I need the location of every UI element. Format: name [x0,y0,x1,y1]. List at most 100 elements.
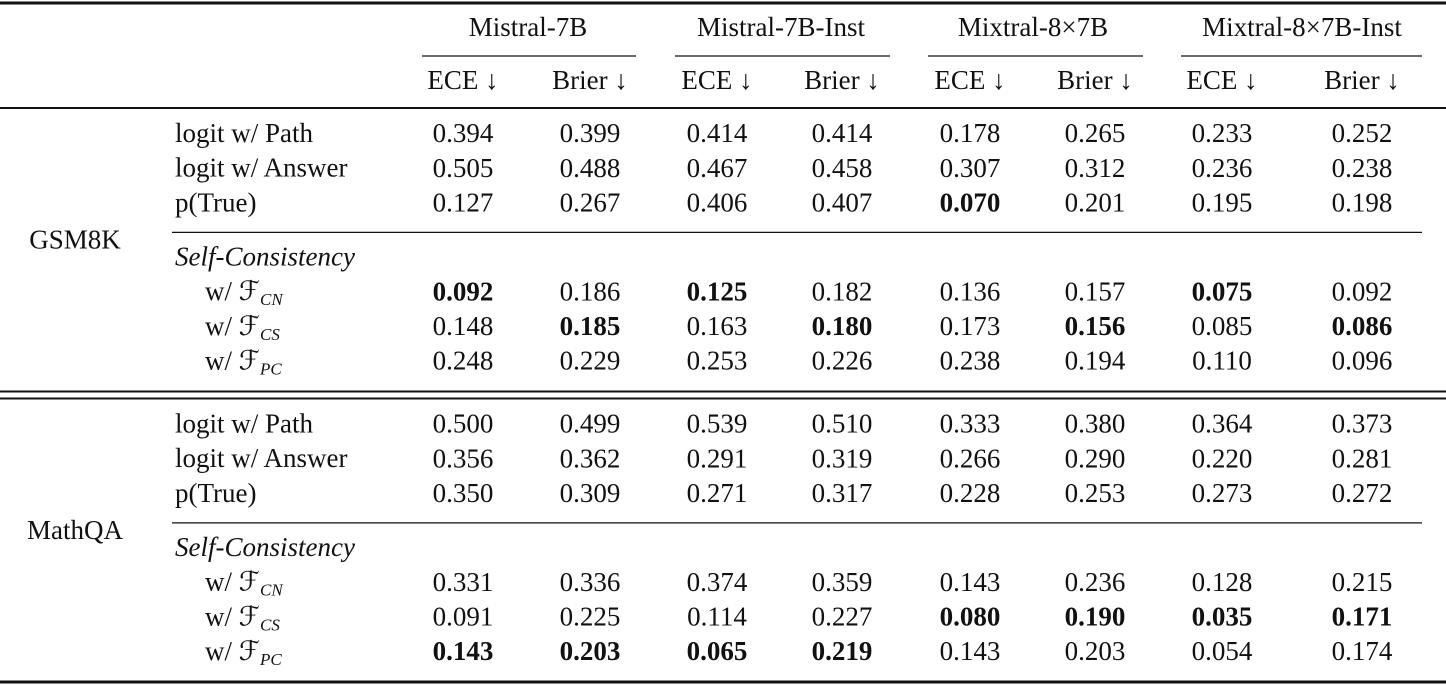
cell-value: 0.228 [940,478,1001,508]
row-label-text: w/ ℱ [205,636,260,666]
cell-value: 0.143 [940,567,1001,597]
cell-value: 0.091 [433,602,494,632]
row-label-subscript: CS [260,615,280,634]
cell-value: 0.265 [1065,118,1126,148]
cell-value: 0.171 [1332,602,1393,632]
row-label: w/ ℱCS [205,602,280,635]
cell-value: 0.127 [433,188,494,218]
cell-value: 0.185 [560,311,621,341]
row-label: w/ ℱCN [205,276,284,309]
cell-value: 0.539 [687,409,748,439]
cell-value: 0.085 [1192,311,1253,341]
cell-value: 0.364 [1192,409,1253,439]
cell-value: 0.248 [433,346,494,376]
metric-header: Brier ↓ [804,65,880,95]
cell-value: 0.148 [433,311,494,341]
cell-value: 0.499 [560,409,621,439]
cell-value: 0.407 [812,188,873,218]
cell-value: 0.467 [687,153,748,183]
cell-value: 0.080 [940,602,1001,632]
cell-value: 0.238 [940,346,1001,376]
cell-value: 0.070 [940,188,1001,218]
group-name: GSM8K [29,225,121,255]
cell-value: 0.174 [1332,636,1393,666]
cell-value: 0.307 [940,153,1001,183]
cell-value: 0.143 [433,636,494,666]
cell-value: 0.500 [433,409,494,439]
cell-value: 0.291 [687,443,748,473]
row-label: w/ ℱPC [205,636,282,669]
cell-value: 0.114 [687,602,747,632]
cell-value: 0.238 [1332,153,1393,183]
cell-value: 0.180 [812,311,873,341]
cell-value: 0.225 [560,602,621,632]
cell-value: 0.092 [1332,276,1393,306]
row-label-text: w/ ℱ [205,567,260,597]
cell-value: 0.227 [812,602,873,632]
model-header: Mixtral-8×7B [958,12,1108,42]
cell-value: 0.309 [560,478,621,508]
row-label-text: w/ ℱ [205,602,260,632]
cell-value: 0.253 [687,346,748,376]
cell-value: 0.173 [940,311,1001,341]
cell-value: 0.350 [433,478,494,508]
cell-value: 0.092 [433,276,494,306]
row-label: w/ ℱCN [205,567,284,600]
row-label-subscript: CN [260,581,284,600]
cell-value: 0.236 [1065,567,1126,597]
cell-value: 0.186 [560,276,621,306]
cell-value: 0.128 [1192,567,1253,597]
cell-value: 0.125 [687,276,748,306]
cell-value: 0.226 [812,346,873,376]
cell-value: 0.163 [687,311,748,341]
cell-value: 0.253 [1065,478,1126,508]
row-label-text: w/ ℱ [205,276,260,306]
cell-value: 0.336 [560,567,621,597]
row-label: logit w/ Answer [175,443,348,473]
cell-value: 0.065 [687,636,748,666]
cell-value: 0.414 [812,118,873,148]
row-label-subscript: PC [259,359,282,378]
cell-value: 0.136 [940,276,1001,306]
row-label: w/ ℱCS [205,311,280,344]
cell-value: 0.229 [560,346,621,376]
cell-value: 0.054 [1192,636,1253,666]
cell-value: 0.035 [1192,602,1253,632]
cell-value: 0.458 [812,153,873,183]
cell-value: 0.194 [1065,346,1126,376]
cell-value: 0.331 [433,567,494,597]
row-label: p(True) [175,478,257,508]
cell-value: 0.273 [1192,478,1253,508]
cell-value: 0.252 [1332,118,1393,148]
row-label-text: w/ ℱ [205,311,260,341]
cell-value: 0.373 [1332,409,1393,439]
cell-value: 0.266 [940,443,1001,473]
cell-value: 0.359 [812,567,873,597]
section-title: Self-Consistency [175,532,355,562]
row-label: p(True) [175,188,257,218]
cell-value: 0.317 [812,478,873,508]
cell-value: 0.203 [560,636,621,666]
row-label-text: p(True) [175,188,257,218]
cell-value: 0.414 [687,118,748,148]
group-name: MathQA [27,515,123,545]
cell-value: 0.394 [433,118,494,148]
model-header: Mistral-7B-Inst [697,12,865,42]
cell-value: 0.362 [560,443,621,473]
cell-value: 0.143 [940,636,1001,666]
metric-header: ECE ↓ [427,65,498,95]
row-label: logit w/ Path [175,409,314,439]
row-label-text: logit w/ Answer [175,153,348,183]
row-label-text: logit w/ Path [175,118,314,148]
cell-value: 0.510 [812,409,873,439]
cell-value: 0.182 [812,276,873,306]
cell-value: 0.380 [1065,409,1126,439]
cell-value: 0.233 [1192,118,1253,148]
cell-value: 0.220 [1192,443,1253,473]
cell-value: 0.267 [560,188,621,218]
model-header: Mistral-7B [469,12,588,42]
cell-value: 0.203 [1065,636,1126,666]
cell-value: 0.219 [812,636,873,666]
cell-value: 0.157 [1065,276,1126,306]
